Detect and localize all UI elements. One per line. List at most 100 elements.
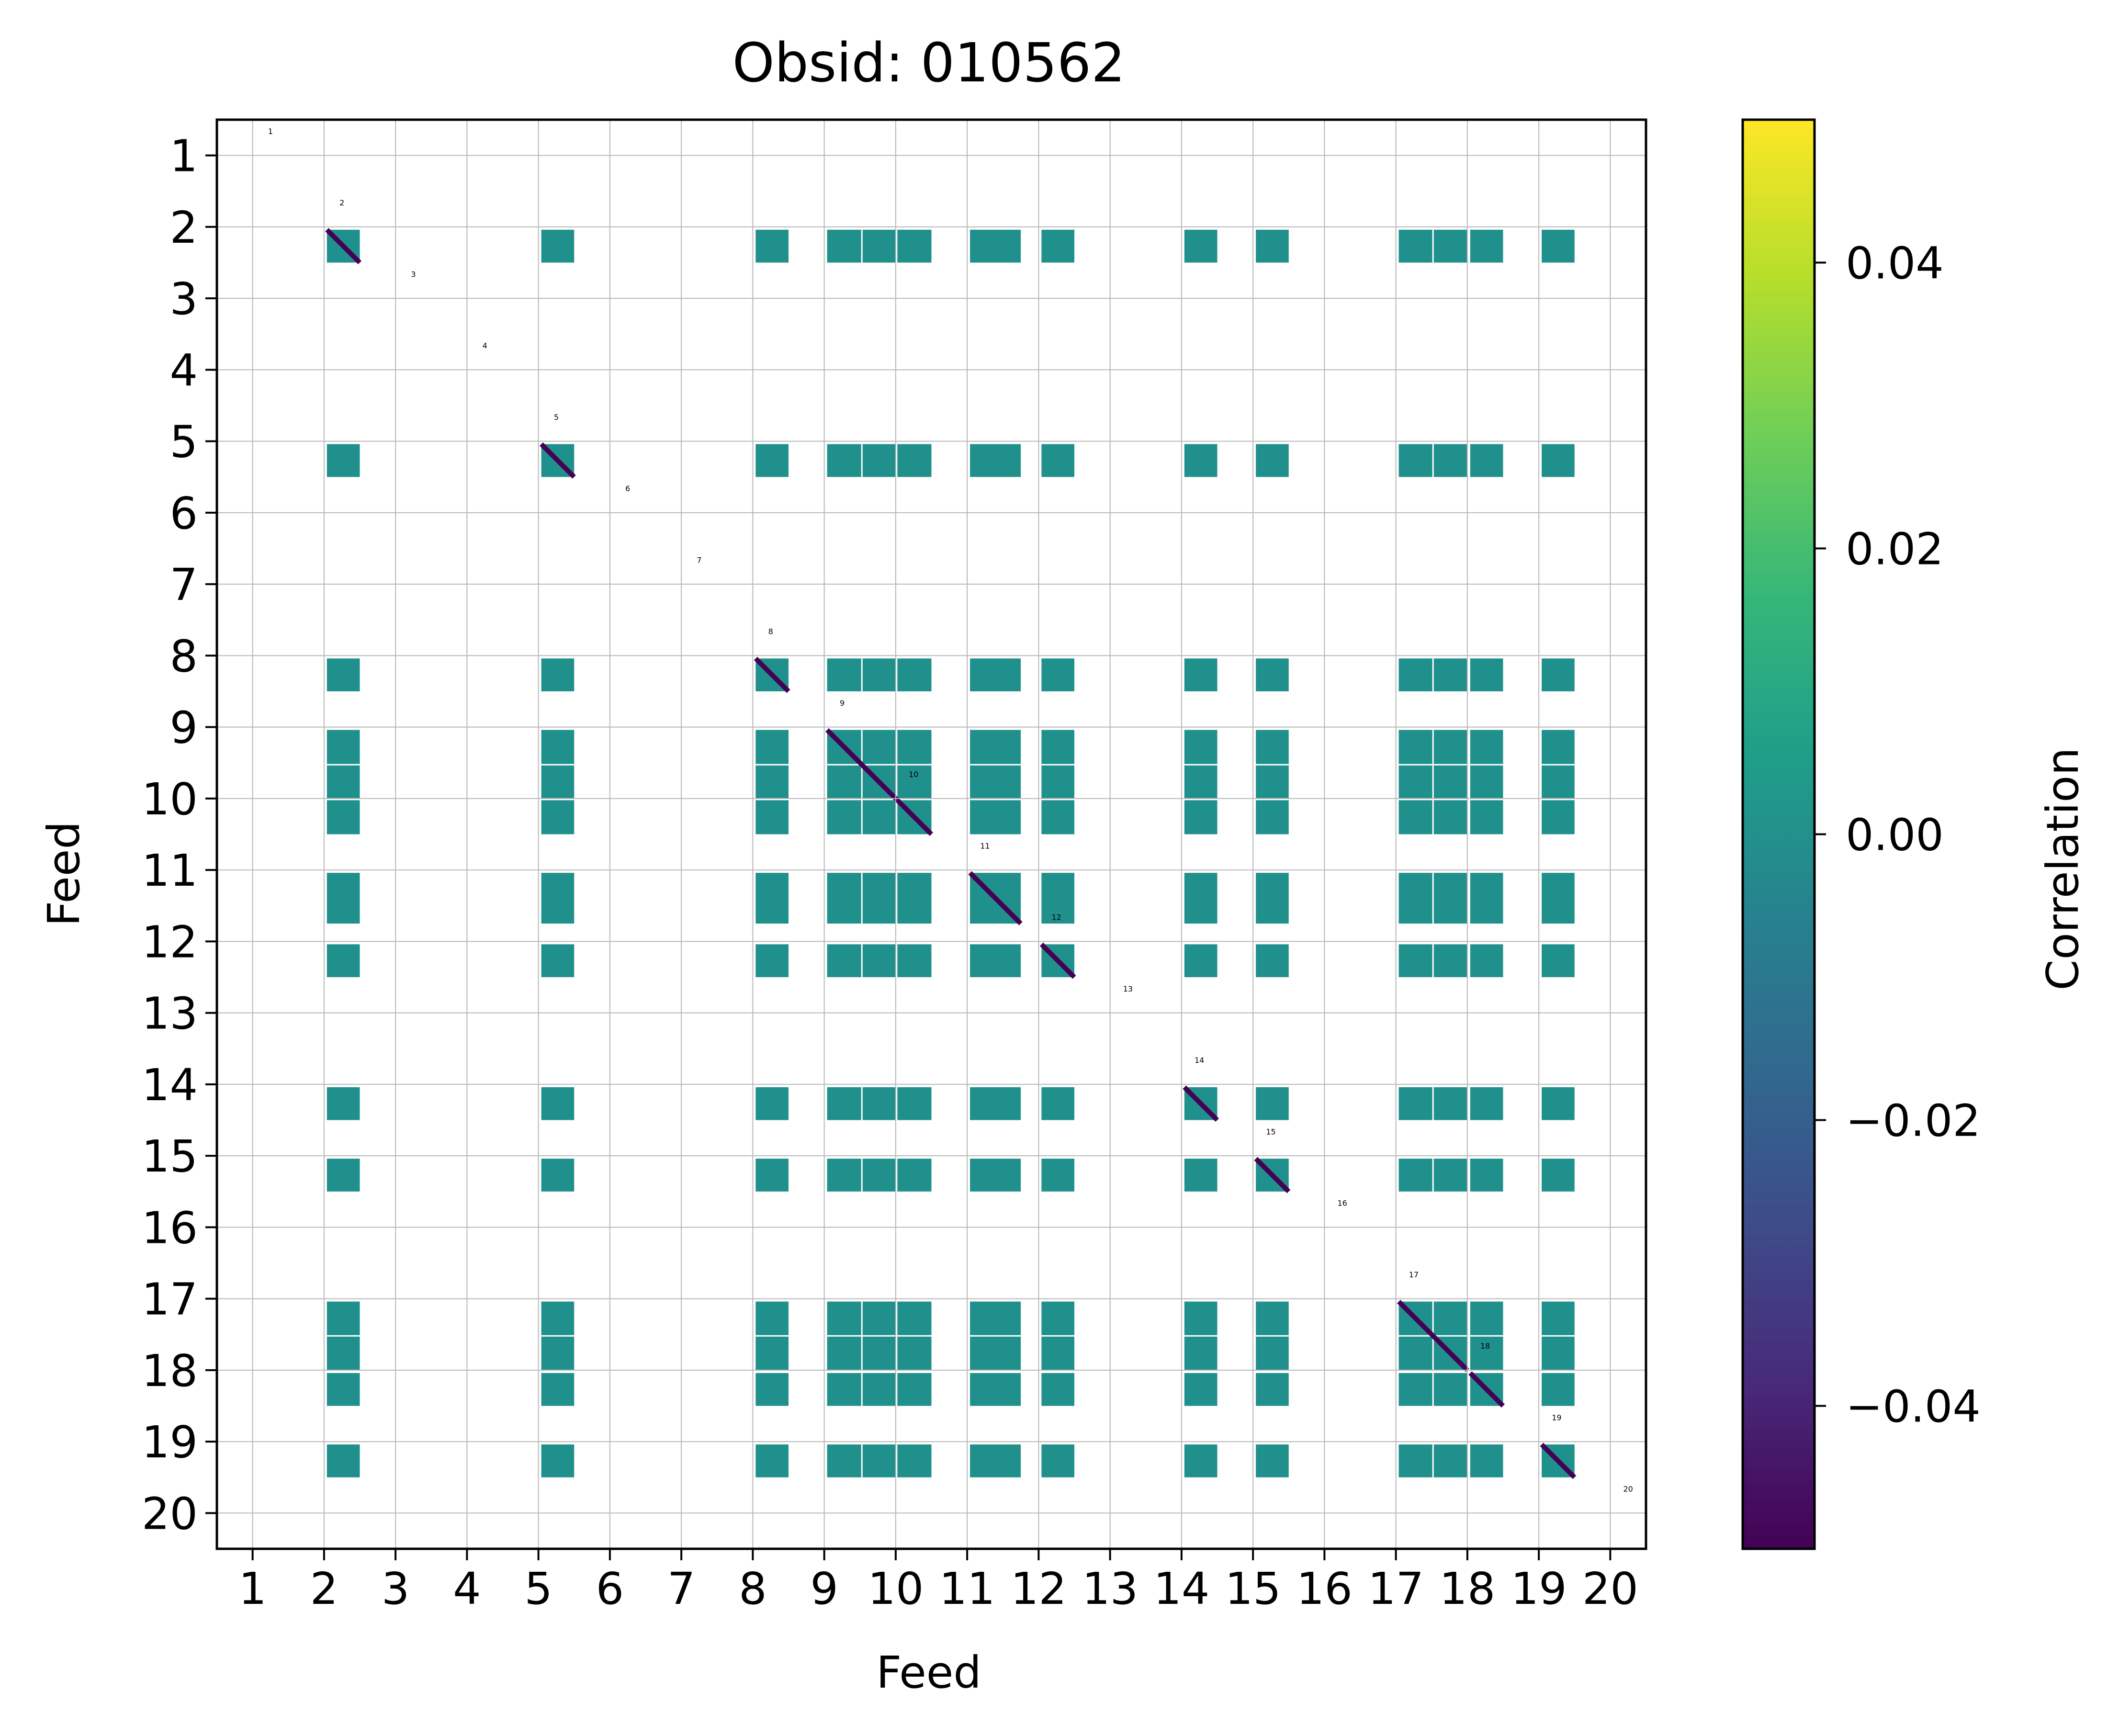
correlation-block [327, 444, 360, 477]
y-tick-label: 14 [142, 1060, 198, 1111]
x-tick-label: 6 [596, 1563, 624, 1614]
y-tick-label: 4 [169, 345, 198, 396]
correlation-block [1470, 944, 1503, 977]
x-tick-label: 18 [1439, 1563, 1495, 1614]
correlation-block [755, 873, 789, 924]
correlation-block [755, 1373, 789, 1406]
correlation-block [1256, 873, 1289, 924]
diagonal-feed-label: 10 [909, 770, 918, 779]
correlation-block [327, 1373, 360, 1406]
diagonal-stripe [968, 871, 1023, 925]
diagonal-feed-label: 7 [697, 555, 701, 564]
correlation-block [1184, 730, 1217, 834]
x-tick-label: 20 [1582, 1563, 1638, 1614]
y-tick-label: 12 [142, 916, 198, 968]
correlation-block [970, 730, 1021, 834]
y-tick-label: 17 [142, 1274, 198, 1325]
correlation-block [827, 1444, 932, 1477]
correlation-block [327, 1444, 360, 1477]
correlation-block [970, 1373, 1021, 1406]
correlation-block [327, 1159, 360, 1192]
correlation-block [827, 444, 932, 477]
colorbar-tick-label: −0.04 [1846, 1381, 1981, 1432]
diagonal-stripe [540, 442, 576, 479]
correlation-block [755, 944, 789, 977]
diagonal-feed-label: 17 [1409, 1270, 1419, 1279]
diagonal-feed-label: 14 [1195, 1056, 1204, 1065]
correlation-block [541, 873, 575, 924]
correlation-block [755, 730, 789, 834]
diagonal-feed-label: 1 [268, 127, 273, 136]
diagonal-stripe [1254, 1157, 1291, 1194]
x-tick-label: 8 [739, 1563, 767, 1614]
diagonal-stripe [754, 656, 790, 693]
correlation-block [1542, 730, 1575, 834]
correlation-block [1542, 873, 1575, 924]
correlation-block [1184, 1373, 1217, 1406]
y-tick-label: 3 [169, 273, 198, 325]
correlation-block [1041, 730, 1074, 834]
diagonal-stripe [1468, 1371, 1505, 1408]
correlation-block [827, 229, 932, 263]
x-tick-label: 12 [1011, 1563, 1067, 1614]
correlation-block [755, 1159, 789, 1192]
x-tick-label: 5 [524, 1563, 552, 1614]
correlation-block [1470, 444, 1503, 477]
correlation-block [755, 229, 789, 263]
correlation-block [1542, 1087, 1575, 1120]
correlation-block [1542, 444, 1575, 477]
diagonal-feed-label: 11 [980, 841, 990, 850]
correlation-block [1470, 658, 1503, 691]
y-tick-label: 20 [142, 1488, 198, 1539]
correlation-block [1184, 658, 1217, 691]
y-tick-label: 7 [169, 559, 198, 610]
x-tick-label: 2 [310, 1563, 338, 1614]
correlation-block [1256, 1444, 1289, 1477]
correlation-block [1184, 1444, 1217, 1477]
diagonal-feed-label: 2 [339, 198, 344, 207]
correlation-block [327, 944, 360, 977]
diagonal-feed-label: 9 [840, 699, 845, 708]
diagonal-feed-label: 4 [483, 341, 487, 350]
y-tick-label: 11 [142, 845, 198, 896]
correlation-block [1256, 658, 1289, 691]
correlation-block [541, 1087, 575, 1120]
correlation-block [970, 1087, 1021, 1120]
correlation-block [827, 1373, 932, 1406]
correlation-block [1041, 873, 1074, 924]
correlation-block [1256, 730, 1289, 834]
correlation-block [327, 658, 360, 691]
correlation-block [1542, 658, 1575, 691]
correlation-block [1542, 1159, 1575, 1192]
x-tick-label: 19 [1511, 1563, 1567, 1614]
correlation-block [1256, 444, 1289, 477]
correlation-block [1041, 444, 1074, 477]
x-tick-label: 16 [1296, 1563, 1353, 1614]
diagonal-feed-label: 16 [1338, 1199, 1347, 1208]
correlation-block [541, 229, 575, 263]
diagonal-feed-label: 19 [1552, 1413, 1561, 1422]
correlation-block [1184, 873, 1217, 924]
correlation-block [1256, 944, 1289, 977]
correlation-block [541, 1373, 575, 1406]
correlation-block [1041, 229, 1074, 263]
correlation-block [327, 730, 360, 834]
correlation-block [827, 1087, 932, 1120]
correlation-block [755, 1087, 789, 1120]
correlation-block [1470, 873, 1503, 924]
y-tick-label: 8 [169, 631, 198, 682]
y-tick-label: 16 [142, 1202, 198, 1253]
correlation-block [1041, 658, 1074, 691]
colorbar: −0.04 −0.02 0.00 0.02 0.04 [1741, 118, 1981, 1550]
y-tick-label: 15 [142, 1131, 198, 1182]
diagonal-feed-label: 20 [1623, 1485, 1633, 1494]
x-tick-label: 3 [382, 1563, 410, 1614]
correlation-block [1041, 1444, 1074, 1477]
correlation-block [327, 873, 360, 924]
diagonal-feed-label: 6 [625, 484, 630, 493]
diagonal-stripe [1397, 1300, 1469, 1372]
x-tick-label: 11 [939, 1563, 995, 1614]
correlation-block [541, 1159, 575, 1192]
